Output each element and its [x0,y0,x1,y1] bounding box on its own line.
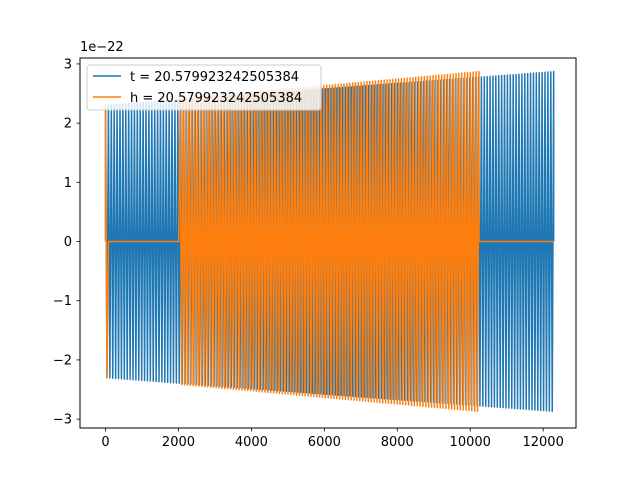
legend-label-h: h = 20.579923242505384 [130,91,302,106]
x-tick-label: 0 [101,435,109,450]
y-tick-label: 0 [64,235,72,250]
series-layer [104,70,555,413]
x-tick-label: 10000 [450,435,491,450]
legend-box [86,64,322,111]
y-tick-label: −3 [53,413,72,428]
x-tick-label: 12000 [522,435,563,450]
axes-layer: 0 2000 4000 6000 8000 10000 12000 3 2 1 0 −1 −2 −3 [53,57,564,450]
y-tick-label: 3 [64,57,72,72]
plot-frame [79,57,577,429]
x-tick-label: 2000 [162,435,195,450]
x-tick-label: 8000 [381,435,414,450]
series-line-t [104,70,555,413]
y-offset-label: 1e−22 [80,40,124,55]
legend-label-t: t = 20.579923242505384 [130,70,299,85]
y-tick-label: 2 [64,117,72,132]
legend: t = 20.579923242505384 h = 20.5799232425… [86,64,322,111]
x-tick-label: 4000 [235,435,268,450]
y-tick-label: 1 [64,176,72,191]
x-tick-label: 6000 [308,435,341,450]
series-line-h [104,70,554,413]
y-tick-label: −1 [53,294,72,309]
y-tick-label: −2 [53,353,72,368]
